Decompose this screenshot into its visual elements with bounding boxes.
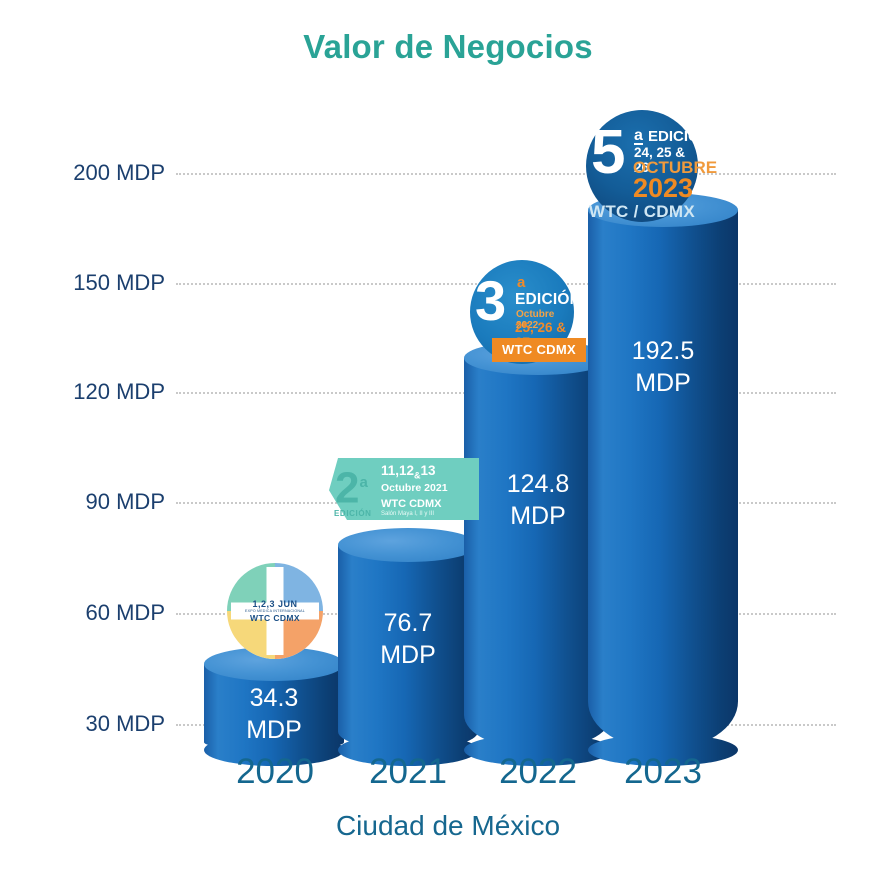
badge-2021-edition-number: 2a bbox=[335, 460, 368, 512]
gridline-200 bbox=[176, 173, 836, 175]
badge-2022-logo[interactable]: 3 a EDICIÓN Octubre 2022 25, 26 & 27 WTC… bbox=[470, 260, 586, 364]
bar-2021-base bbox=[338, 734, 478, 766]
bar-2022-body bbox=[464, 358, 612, 750]
plot-area: 34.3 MDP 76.7 MDP 124.8 MDP 192.5 MDP bbox=[176, 100, 836, 766]
y-tick-label-150: 150 MDP bbox=[73, 270, 165, 295]
y-tick-label-30: 30 MDP bbox=[85, 711, 165, 736]
x-tick-label-2022: 2022 bbox=[499, 752, 577, 791]
cross-icon-horizontal bbox=[230, 602, 320, 620]
badge-2020-logo[interactable]: 1,2,3 JUN EXPO MEDICA INTERNACIONAL WTC … bbox=[227, 563, 323, 659]
page-title: Valor de Negocios bbox=[303, 28, 593, 65]
y-axis: 200 MDP 150 MDP 120 MDP 90 MDP 60 MDP 30… bbox=[0, 100, 165, 740]
badge-2021-room: Salón Maya I, II y III bbox=[381, 510, 435, 517]
badge-2021-edition-word: EDICIÓN bbox=[334, 509, 372, 518]
badge-2023-days: 24, 25 & 26 bbox=[634, 145, 686, 175]
badge-2020-venue: WTC CDMX bbox=[250, 613, 300, 623]
bar-2021[interactable]: 76.7 MDP bbox=[338, 528, 478, 766]
badge-2021-days: 11,12&13 bbox=[381, 463, 475, 481]
badge-2021-logo[interactable]: 2a EDICIÓN 11,12&13 Octubre 2021 WTC CDM… bbox=[329, 458, 479, 520]
badge-2021-number: 2 bbox=[335, 463, 360, 513]
badge-2020-date: 1,2,3 JUN bbox=[252, 599, 298, 609]
x-tick-label-2023: 2023 bbox=[624, 752, 702, 791]
x-axis: 2020 2021 2022 2023 bbox=[176, 752, 836, 802]
x-axis-caption: Ciudad de México bbox=[335, 810, 561, 841]
badge-2023-edition-word: EDICIÓN bbox=[648, 128, 711, 145]
bar-2023-base bbox=[588, 734, 738, 766]
badge-2023-logo[interactable]: 5 a EDICIÓN 24, 25 & 26 OCTUBRE 2023 WTC… bbox=[586, 110, 717, 222]
x-tick-label-2020: 2020 bbox=[236, 752, 314, 791]
badge-2021-days-last: 13 bbox=[420, 463, 436, 478]
badge-2022-edition-word: EDICIÓN bbox=[515, 291, 581, 308]
badge-2020-subtitle: EXPO MEDICA INTERNACIONAL bbox=[245, 609, 305, 613]
bar-2021-top bbox=[338, 528, 478, 562]
badge-2021-details: 11,12&13 Octubre 2021 WTC CDMX Salón May… bbox=[381, 463, 475, 517]
badge-2022-ordinal: a bbox=[517, 274, 526, 291]
bar-2022-base bbox=[464, 734, 612, 766]
bar-2023[interactable]: 192.5 MDP bbox=[588, 193, 738, 766]
badge-2023-year: 2023 bbox=[633, 173, 694, 203]
y-tick-label-90: 90 MDP bbox=[85, 489, 165, 514]
y-tick-label-120: 120 MDP bbox=[73, 379, 165, 404]
badge-2023-venue: WTC / CDMX bbox=[589, 202, 695, 221]
badge-2023-edition-number: 5 bbox=[591, 118, 626, 187]
bar-2023-body bbox=[588, 210, 738, 750]
bar-2021-body bbox=[338, 545, 478, 750]
x-tick-label-2021: 2021 bbox=[369, 752, 447, 791]
badge-2020-text: 1,2,3 JUN EXPO MEDICA INTERNACIONAL WTC … bbox=[227, 599, 323, 623]
badge-2021-ordinal: a bbox=[359, 474, 368, 491]
badge-2021-conj: & bbox=[414, 470, 421, 481]
badge-2021-days-first: 11,12 bbox=[381, 463, 415, 478]
y-tick-label-60: 60 MDP bbox=[85, 600, 165, 625]
badge-2023-month: OCTUBRE bbox=[633, 158, 718, 177]
badge-2021-month-year: Octubre 2021 bbox=[381, 481, 448, 494]
y-tick-label-200: 200 MDP bbox=[73, 160, 165, 185]
badge-2021-banner-shape bbox=[329, 458, 479, 520]
badge-2022-edition-number: 3 bbox=[475, 269, 507, 332]
badge-2021-venue: WTC CDMX bbox=[381, 497, 442, 510]
badge-2023-ordinal: a bbox=[634, 127, 643, 145]
bar-2020-base bbox=[204, 734, 344, 766]
bar-2020[interactable]: 34.3 MDP bbox=[204, 647, 344, 766]
badge-2022-venue: WTC CDMX bbox=[492, 338, 586, 362]
badge-2022-month-year: Octubre 2022 bbox=[516, 309, 555, 331]
